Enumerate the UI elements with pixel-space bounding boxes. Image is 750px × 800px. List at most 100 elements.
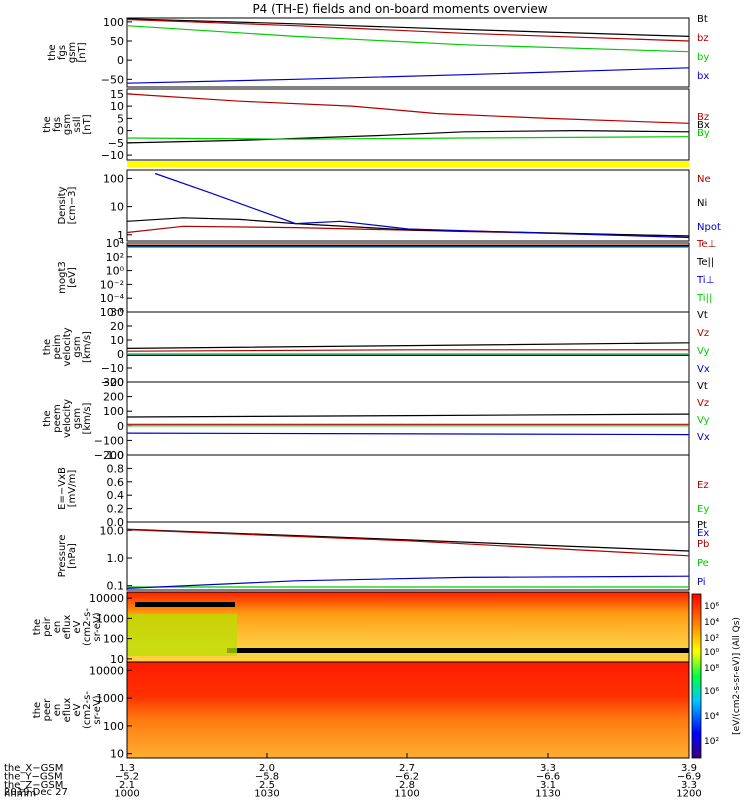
legend-Ti||: Ti|| bbox=[696, 293, 712, 304]
legend-Vt: Vt bbox=[697, 310, 708, 321]
y-tick-label: 0 bbox=[117, 125, 124, 138]
y-axis-label: velocity bbox=[62, 399, 73, 438]
series-line-Pt bbox=[126, 528, 690, 552]
x-row-label: the_X−GSM bbox=[4, 763, 63, 774]
y-tick-label: 50 bbox=[110, 35, 124, 48]
y-axis-label: eV bbox=[72, 703, 83, 716]
x-row-value: 1.3 bbox=[119, 763, 135, 774]
y-tick-label: 0.2 bbox=[107, 503, 125, 516]
panel-peir-eflux: 10000 1000 100 10 the peir en eflux eV (cm2-s-sr-… bbox=[32, 591, 690, 666]
series-line-Npot bbox=[154, 172, 690, 239]
panel-frame bbox=[126, 661, 690, 759]
y-axis-label: peim bbox=[52, 334, 63, 359]
y-axis-label: [km/s] bbox=[82, 402, 93, 434]
legend-Vx: Vx bbox=[697, 364, 710, 375]
y-axis-label: en bbox=[52, 704, 63, 717]
y-tick-label: 1.0 bbox=[107, 552, 125, 565]
y-tick-label: −200 bbox=[94, 449, 124, 462]
y-axis-label: the bbox=[42, 410, 53, 426]
y-axis-label: peer bbox=[42, 698, 53, 722]
x-row-value: 2.0 bbox=[259, 763, 275, 774]
y-tick-label: 100 bbox=[103, 172, 124, 185]
panel-frame bbox=[126, 17, 690, 88]
colorbar-tick: 10² bbox=[704, 634, 719, 644]
y-axis-label: the bbox=[42, 339, 53, 355]
y-axis-label: the bbox=[32, 619, 43, 635]
legend-Ez: Ez bbox=[697, 480, 709, 491]
series-line-By bbox=[126, 136, 690, 140]
y-tick-label: −100 bbox=[94, 434, 124, 447]
y-tick-label: 0 bbox=[117, 348, 124, 361]
y-axis-label: ssll bbox=[72, 117, 83, 133]
legend-Ne: Ne bbox=[697, 174, 711, 185]
x-row-value: 1100 bbox=[394, 789, 419, 800]
y-tick-label: −50 bbox=[101, 73, 124, 86]
series-line-bx bbox=[126, 67, 690, 84]
y-axis-label: eflux bbox=[62, 615, 73, 640]
y-tick-label: 10 bbox=[110, 201, 124, 214]
series-line-Pb bbox=[126, 529, 690, 557]
y-tick-label: 30 bbox=[110, 306, 124, 319]
series-line-Bz bbox=[126, 93, 690, 124]
legend-Pt: Pt bbox=[697, 520, 707, 531]
y-tick-label: 10.0 bbox=[100, 524, 125, 537]
legend-Ti⊥: Ti⊥ bbox=[696, 275, 714, 286]
legend-Vz: Vz bbox=[697, 328, 709, 339]
legend-Npot: Npot bbox=[697, 222, 721, 233]
y-tick-label: 10 bbox=[110, 653, 124, 666]
y-axis-label: velocity bbox=[62, 327, 73, 366]
y-tick-label: 0 bbox=[117, 54, 124, 67]
y-tick-label: 15 bbox=[110, 88, 124, 101]
spectrogram-dark-band bbox=[135, 602, 235, 607]
x-row-value: 2.5 bbox=[259, 780, 275, 791]
y-axis-label: gsm bbox=[72, 336, 83, 357]
y-tick-label: 10⁴ bbox=[106, 237, 125, 250]
legend-Ex: Ex bbox=[697, 528, 709, 539]
legend-Vz: Vz bbox=[697, 398, 709, 409]
panel-pressure: 10.0 1.0 0.1 Pressure [nPa] Pt Pb Pe Pi bbox=[57, 520, 709, 593]
colorbar-tick: 10⁴ bbox=[704, 618, 719, 628]
colorbar-tick: 10² bbox=[704, 737, 719, 747]
legend-By: By bbox=[697, 128, 710, 139]
y-axis-label: (cm2-s- bbox=[82, 608, 93, 646]
legend-Vy: Vy bbox=[697, 415, 710, 426]
legend-Vx: Vx bbox=[697, 432, 710, 443]
panel-frame bbox=[126, 169, 690, 242]
legend-Bt: Bt bbox=[697, 14, 708, 25]
y-tick-label: 10² bbox=[106, 251, 124, 264]
y-axis-label: [eV] bbox=[67, 267, 78, 288]
panel-density: 100 10 1 Density [cm−3] Ne Ni Npot bbox=[57, 169, 721, 242]
series-line-Vt bbox=[126, 413, 690, 418]
colorbar-tick: 10⁴ bbox=[704, 712, 719, 722]
y-axis-label: [km/s] bbox=[82, 331, 93, 363]
y-tick-label: 0 bbox=[117, 420, 124, 433]
y-axis-label: eV bbox=[72, 620, 83, 633]
spectrogram-low-energy bbox=[127, 614, 237, 656]
x-row-value: 1030 bbox=[254, 789, 279, 800]
x-row-label: hhmm bbox=[4, 789, 36, 800]
y-tick-label: 10 bbox=[110, 100, 124, 113]
panel-frame bbox=[126, 242, 690, 313]
legend-by: by bbox=[697, 52, 709, 63]
legend-Vt: Vt bbox=[697, 381, 708, 392]
y-tick-label: −10 bbox=[101, 149, 124, 162]
legend-Vy: Vy bbox=[697, 346, 710, 357]
legend-Pb: Pb bbox=[697, 539, 709, 550]
legend-Te⊥: Te⊥ bbox=[696, 239, 716, 250]
y-axis-label: the bbox=[32, 702, 43, 718]
x-row-value: −5.2 bbox=[115, 772, 139, 783]
y-tick-label: 10⁻⁴ bbox=[100, 292, 125, 305]
y-tick-label: −20 bbox=[101, 376, 124, 389]
y-tick-label: 0.4 bbox=[107, 489, 125, 502]
panel-fgs-gsm: 100 50 0 −50 the fgs gsm [nT] Bt bz by bx bbox=[47, 14, 709, 88]
y-tick-label: 0.1 bbox=[107, 580, 125, 593]
colorbar: 10⁶ 10⁴ 10² 10⁰ 10⁸ 10⁶ 10⁴ 10² [eV/(cm2-s-sr-e… bbox=[691, 593, 742, 759]
y-tick-label: 0.6 bbox=[107, 476, 125, 489]
x-row-value: 3.1 bbox=[540, 780, 556, 791]
y-tick-label: 20 bbox=[110, 320, 124, 333]
flag-bar bbox=[127, 161, 689, 167]
y-tick-label: 1000 bbox=[96, 612, 124, 625]
x-row-value: 1000 bbox=[114, 789, 139, 800]
